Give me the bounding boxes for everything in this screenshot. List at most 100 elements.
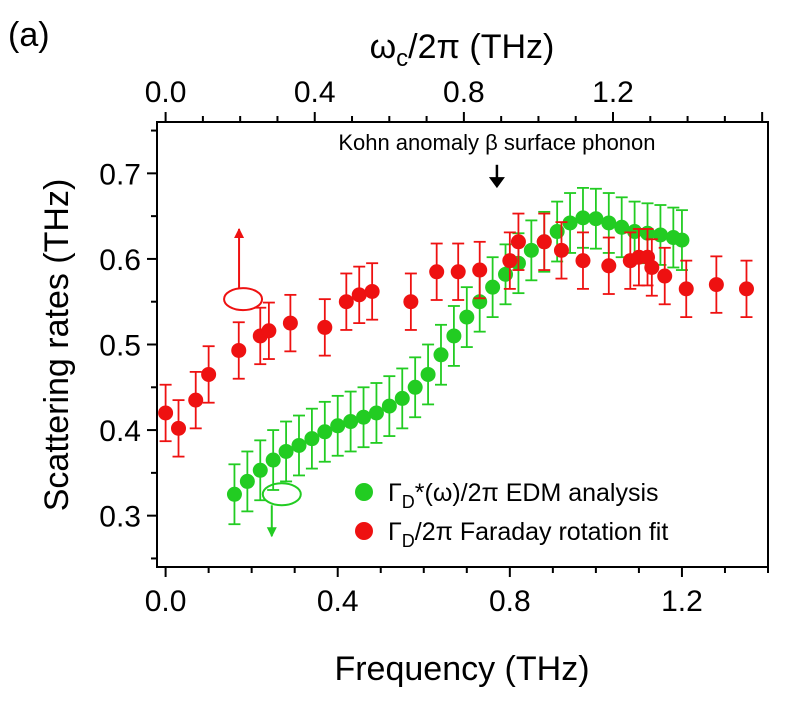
top-x-axis: 0.0 0.4 0.8 1.2 [145,76,764,122]
data-point [226,486,242,502]
data-point [429,264,445,280]
data-point [536,234,552,250]
data-point [502,253,518,269]
annotation-text: Kohn anomaly β surface phonon [338,130,655,155]
data-point [304,431,320,447]
data-point [403,294,419,310]
data-point [450,264,466,280]
legend-label-edm-rest: *(ω)/2π EDM analysis [415,479,659,507]
data-point [738,281,754,297]
data-point [674,232,690,248]
data-point [282,315,298,331]
data-point [317,424,333,440]
kohn-anomaly-annotation: Kohn anomaly β surface phonon [338,130,656,189]
legend: ΓD*(ω)/2π EDM analysis ΓD/2π Faraday rot… [355,479,668,551]
data-point [562,215,578,231]
green-axis-marker-ellipse [261,482,302,507]
y-tick-label: 0.3 [99,501,141,534]
data-point [553,242,569,258]
data-point [188,392,204,408]
top-tick-label: 0.8 [443,76,485,109]
data-point [652,227,668,243]
legend-label-faraday-main: Γ [388,518,402,546]
data-point [498,266,514,282]
data-point [510,234,526,250]
data-point [644,259,660,275]
legend-label-faraday: ΓD/2π Faraday rotation fit [388,518,668,551]
data-point [291,437,307,453]
data-point [588,211,604,227]
y-tick-label: 0.4 [99,415,141,448]
data-point [433,347,449,363]
annotation-arrow-head [488,177,505,189]
data-point [601,215,617,231]
data-point [252,462,268,478]
data-point [657,268,673,284]
data-point [278,443,294,459]
panel-label: (a) [8,16,50,54]
data-point [351,287,367,303]
red-axis-marker-arrow-head [234,227,245,238]
data-point [265,452,281,468]
data-point [239,473,255,489]
data-point [343,414,359,430]
data-point [446,328,462,344]
data-point [261,323,277,339]
y-axis-title: Scattering rates (THz) [38,179,76,512]
y-tick-label: 0.7 [99,158,141,191]
data-point [368,405,384,421]
data-point [158,405,174,421]
x-axis-title: Frequency (THz) [334,650,589,688]
legend-label-edm-sub: D [402,492,415,512]
data-point [420,366,436,382]
legend-marker-faraday [355,522,373,540]
data-point [708,277,724,293]
data-point [330,418,346,434]
top-tick-label: 1.2 [592,76,634,109]
data-point [231,342,247,358]
data-point [171,420,187,436]
top-x-axis-title-rest: /2π (THz) [408,28,554,66]
data-point [459,309,475,325]
y-tick-label: 0.6 [99,244,141,277]
data-point [317,319,333,335]
legend-marker-edm [355,483,373,501]
legend-label-faraday-sub: D [402,531,415,551]
top-x-axis-title-main: ω [370,28,397,66]
data-point [575,253,591,269]
top-tick-label: 0.0 [145,76,187,109]
top-tick-label: 0.4 [294,76,336,109]
y-axis: 0.3 0.4 0.5 0.6 0.7 [99,129,157,560]
data-point [549,224,565,240]
legend-entry-faraday: ΓD/2π Faraday rotation fit [355,518,668,551]
data-point [356,409,372,425]
bottom-tick-label: 0.8 [489,585,531,618]
data-point [364,283,380,299]
data-point [523,242,539,258]
data-point [601,258,617,274]
axis-markers [223,227,302,538]
data-point [575,210,591,226]
legend-entry-edm: ΓD*(ω)/2π EDM analysis [355,479,659,512]
data-point [394,390,410,406]
legend-label-edm-main: Γ [388,479,402,507]
green-axis-marker-arrow-head [266,527,277,538]
y-tick-label: 0.5 [99,330,141,363]
data-point [472,262,488,278]
bottom-tick-label: 0.0 [145,585,187,618]
legend-label-faraday-rest: /2π Faraday rotation fit [415,518,669,546]
bottom-tick-label: 1.2 [661,585,703,618]
data-point [338,294,354,310]
series-faraday-rotation-fit [158,212,754,458]
data-point [485,279,501,295]
top-x-axis-title-sub: c [396,45,408,72]
data-point [614,219,630,235]
red-axis-marker-ellipse [223,287,264,312]
data-point [201,366,217,382]
bottom-x-axis: 0.0 0.4 0.8 1.2 [145,567,769,618]
plot-frame [156,121,769,568]
top-x-axis-title: ωc/2π (THz) [370,28,555,72]
series-edm-analysis [226,186,690,526]
data-point [678,281,694,297]
bottom-tick-label: 0.4 [317,585,359,618]
